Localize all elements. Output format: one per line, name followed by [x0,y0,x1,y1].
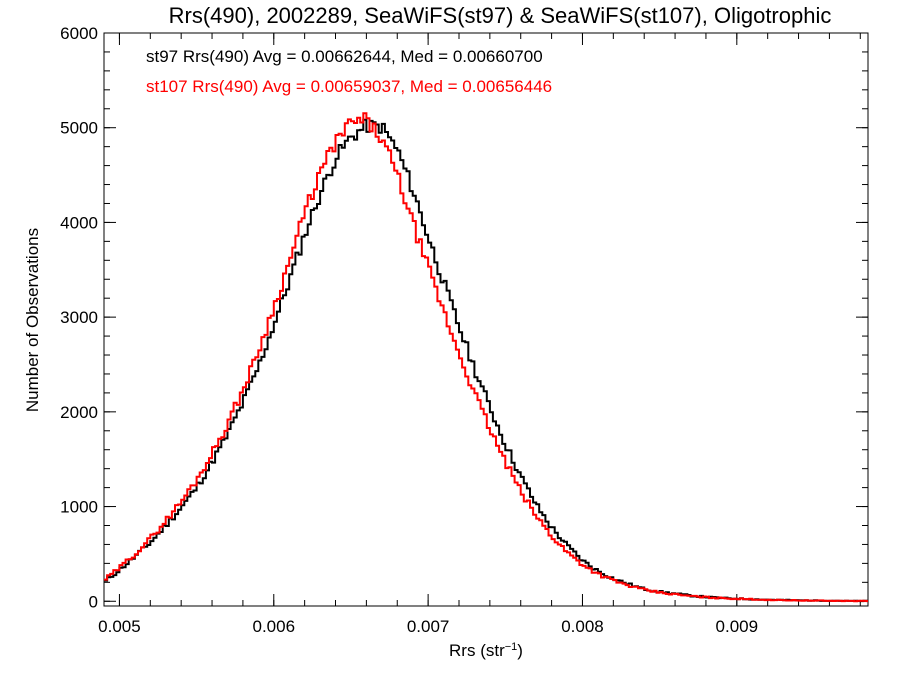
x-tick-label: 0.006 [253,617,296,636]
series-st107-histogram [104,112,868,603]
x-tick-label: 0.007 [407,617,450,636]
series-st97-histogram [104,118,868,603]
y-tick-label: 3000 [60,308,98,327]
y-tick-label: 0 [89,592,98,611]
plot-frame [103,32,869,607]
x-axis: 0.005 0.006 0.007 0.008 0.009 [98,33,861,636]
annotation-st107-stats: st107 Rrs(490) Avg = 0.00659037, Med = 0… [146,77,552,96]
y-tick-label: 6000 [60,24,98,43]
chart-title: Rrs(490), 2002289, SeaWiFS(st97) & SeaWi… [169,3,832,28]
y-axis-label: Number of Observations [23,228,42,412]
y-axis: 0 1000 2000 3000 4000 5000 6000 [60,24,868,611]
x-tick-label: 0.009 [716,617,759,636]
y-tick-label: 2000 [60,403,98,422]
y-tick-label: 4000 [60,213,98,232]
x-axis-label: Rrs (str−1) [449,641,523,660]
y-tick-label: 5000 [60,119,98,138]
y-tick-label: 1000 [60,498,98,517]
x-tick-label: 0.008 [561,617,604,636]
x-tick-label: 0.005 [98,617,141,636]
annotation-st97-stats: st97 Rrs(490) Avg = 0.00662644, Med = 0.… [146,47,543,66]
